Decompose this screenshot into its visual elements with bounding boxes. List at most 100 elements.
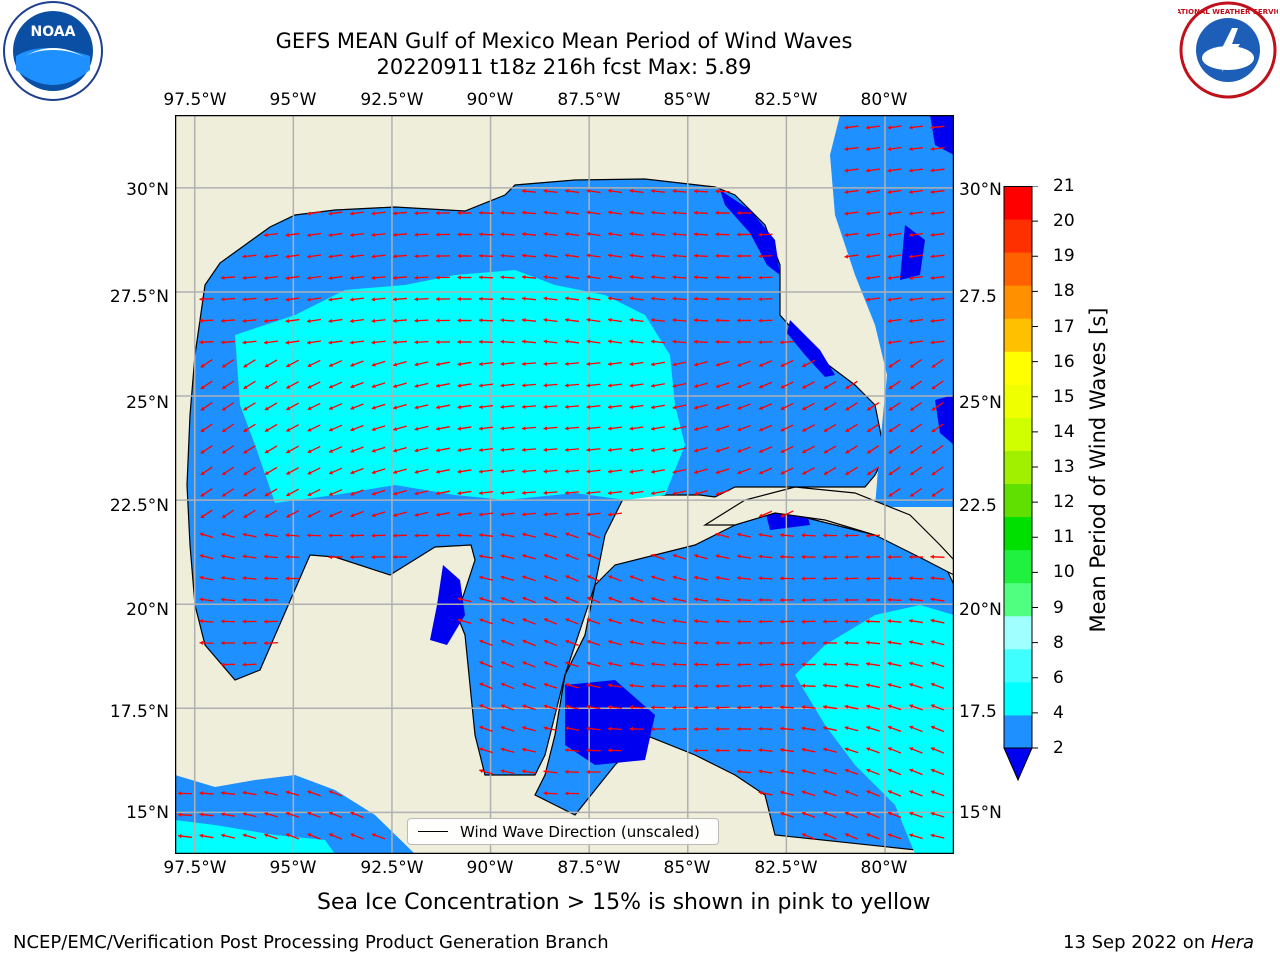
wave-direction-arrow — [844, 554, 859, 560]
colorbar — [1003, 186, 1038, 782]
wave-direction-arrow — [414, 297, 429, 302]
colorbar-level-label: 2 — [1053, 738, 1064, 758]
wave-direction-arrow — [500, 618, 515, 625]
wave-direction-arrow — [693, 232, 709, 237]
wave-direction-arrow — [650, 640, 666, 645]
honduras-dark — [565, 680, 655, 765]
wave-direction-arrow — [586, 726, 601, 731]
wave-direction-arrow — [887, 168, 902, 173]
wave-direction-arrow — [350, 446, 364, 453]
wave-direction-arrow — [350, 510, 364, 518]
wave-direction-arrow — [564, 274, 580, 280]
wave-direction-arrow — [564, 747, 580, 753]
wave-direction-arrow — [371, 403, 386, 410]
wave-direction-arrow — [500, 747, 515, 753]
wave-direction-arrow — [328, 467, 343, 475]
wave-direction-arrow — [242, 532, 257, 538]
wave-direction-arrow — [220, 575, 236, 581]
wave-direction-arrow — [263, 318, 279, 324]
wave-direction-arrow — [887, 811, 902, 819]
wave-direction-arrow — [221, 554, 235, 559]
wave-direction-arrow — [629, 361, 644, 367]
wave-direction-arrow — [909, 811, 923, 818]
wave-direction-arrow — [607, 317, 623, 323]
colorbar-segment — [1004, 417, 1032, 451]
wave-direction-arrow — [500, 469, 515, 474]
wave-direction-arrow — [371, 468, 386, 475]
wave-direction-arrow — [736, 339, 752, 345]
wave-direction-arrow — [672, 404, 687, 410]
wave-direction-arrow — [392, 297, 408, 302]
colorbar-segment — [1004, 681, 1032, 716]
wave-direction-arrow — [564, 447, 580, 452]
wave-direction-arrow — [715, 748, 730, 753]
wave-direction-arrow — [586, 447, 601, 453]
wave-direction-arrow — [414, 490, 429, 496]
wave-direction-arrow — [758, 705, 773, 710]
wave-direction-arrow — [521, 339, 537, 344]
wave-direction-arrow — [500, 447, 515, 453]
wave-direction-arrow — [350, 467, 364, 475]
wave-direction-arrow — [629, 683, 644, 688]
wave-direction-arrow — [887, 275, 902, 281]
wave-direction-arrow — [737, 467, 751, 475]
wave-direction-arrow — [586, 618, 601, 625]
wave-direction-arrow — [823, 402, 837, 411]
wave-direction-arrow — [931, 444, 944, 455]
wave-direction-arrow — [264, 811, 278, 818]
lon-tick-top: 92.5°W — [360, 90, 424, 110]
wave-direction-arrow — [736, 640, 752, 646]
lon-tick-top: 90°W — [466, 90, 514, 110]
wave-direction-arrow — [866, 747, 880, 754]
wave-direction-arrow — [650, 683, 666, 688]
wave-direction-arrow — [586, 339, 601, 344]
wave-direction-arrow — [715, 446, 730, 453]
campeche-dark — [430, 565, 465, 645]
wave-direction-arrow — [543, 596, 558, 604]
wave-direction-arrow — [349, 554, 365, 560]
wave-direction-arrow — [565, 682, 579, 689]
wave-direction-arrow — [693, 618, 709, 624]
wave-direction-arrow — [500, 769, 515, 775]
wave-direction-arrow — [823, 833, 837, 840]
wave-direction-arrow — [478, 383, 494, 388]
wave-direction-arrow — [758, 253, 773, 259]
lat-tick-right: 20°N — [959, 600, 1002, 620]
wave-direction-arrow — [263, 232, 279, 238]
wave-direction-arrow — [306, 275, 322, 281]
wave-direction-arrow — [930, 661, 945, 668]
wave-direction-arrow — [672, 490, 687, 496]
wave-direction-arrow — [307, 467, 321, 475]
wave-direction-arrow — [650, 705, 666, 710]
wave-direction-arrow — [650, 253, 666, 258]
wave-direction-arrow — [221, 509, 235, 519]
wave-direction-arrow — [564, 791, 580, 796]
wave-direction-arrow — [286, 510, 299, 518]
wave-direction-arrow — [736, 705, 752, 710]
wave-direction-arrow — [758, 510, 773, 518]
wave-direction-arrow — [521, 447, 537, 452]
wave-direction-arrow — [586, 661, 601, 667]
wave-direction-arrow — [693, 189, 709, 194]
wave-direction-arrow — [930, 704, 945, 711]
wave-direction-arrow — [801, 811, 816, 818]
wave-direction-arrow — [607, 426, 623, 431]
wave-direction-arrow — [909, 833, 923, 840]
wave-direction-arrow — [564, 231, 580, 237]
wave-direction-arrow — [500, 575, 515, 582]
wave-direction-arrow — [521, 210, 537, 215]
wave-direction-arrow — [779, 705, 795, 710]
wave-direction-arrow — [650, 339, 666, 344]
wave-direction-arrow — [865, 168, 881, 173]
wave-direction-arrow — [435, 210, 451, 216]
wave-direction-arrow — [392, 254, 408, 259]
colorbar-segment — [1004, 285, 1032, 319]
wave-direction-arrow — [608, 575, 622, 582]
wave-direction-arrow — [780, 811, 794, 818]
wave-direction-arrow — [823, 768, 837, 775]
wave-direction-arrow — [715, 575, 730, 581]
wave-direction-arrow — [543, 274, 558, 280]
wave-direction-arrow — [306, 340, 322, 345]
florida-shelf-dark — [720, 190, 780, 275]
wave-direction-arrow — [802, 445, 815, 454]
